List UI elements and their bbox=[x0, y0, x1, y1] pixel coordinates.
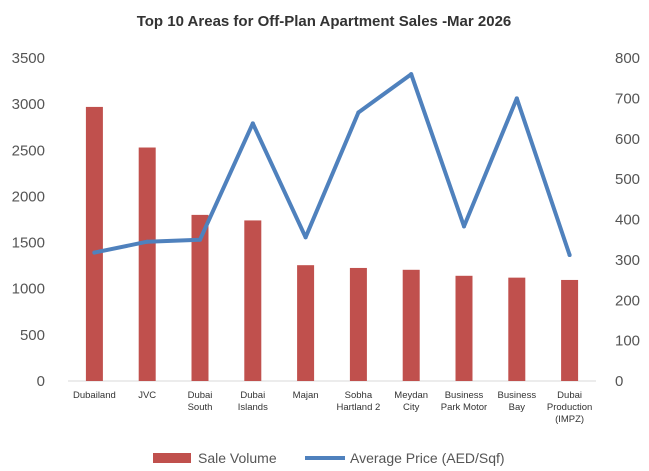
right-tick-label: 200 bbox=[615, 292, 640, 309]
bar bbox=[191, 214, 209, 381]
category-label: Business Park Motor bbox=[441, 390, 487, 413]
bar-series bbox=[85, 106, 579, 381]
bar bbox=[561, 279, 579, 381]
category-label: Business Bay bbox=[498, 390, 537, 413]
line-point bbox=[514, 96, 519, 101]
bar bbox=[455, 275, 473, 381]
line-point bbox=[303, 235, 308, 240]
right-tick-label: 500 bbox=[615, 171, 640, 188]
line-point bbox=[356, 110, 361, 115]
bar bbox=[85, 106, 103, 381]
right-tick-label: 0 bbox=[615, 373, 623, 390]
bar bbox=[402, 269, 420, 381]
right-tick-label: 600 bbox=[615, 131, 640, 148]
line-point bbox=[92, 250, 97, 255]
bar bbox=[508, 277, 526, 381]
right-tick-label: 800 bbox=[615, 50, 640, 67]
legend: Sale Volume Average Price (AED/Sqf) bbox=[153, 450, 505, 466]
right-tick-label: 700 bbox=[615, 90, 640, 107]
category-label: Majan bbox=[293, 390, 319, 401]
bar bbox=[297, 265, 315, 381]
right-tick-label: 300 bbox=[615, 252, 640, 269]
left-tick-label: 1500 bbox=[12, 235, 45, 252]
left-tick-label: 2500 bbox=[12, 142, 45, 159]
bar bbox=[349, 267, 367, 381]
line-point bbox=[409, 72, 414, 77]
category-label: JVC bbox=[138, 390, 156, 401]
category-label: Dubai Production (IMPZ) bbox=[547, 390, 592, 425]
bar bbox=[138, 147, 156, 381]
legend-swatch-sale-volume bbox=[153, 453, 191, 463]
category-label: Meydan City bbox=[394, 390, 428, 413]
bar bbox=[244, 220, 262, 381]
left-tick-label: 500 bbox=[20, 327, 45, 344]
category-label: Sobha Hartland 2 bbox=[336, 390, 380, 413]
left-tick-label: 1000 bbox=[12, 281, 45, 298]
category-labels: Dubailand JVC Dubai South Dubai Islands Majan S… bbox=[73, 390, 592, 425]
left-tick-label: 3000 bbox=[12, 96, 45, 113]
right-tick-label: 100 bbox=[615, 333, 640, 350]
line-point bbox=[567, 253, 572, 258]
left-tick-label: 0 bbox=[37, 373, 45, 390]
left-y-axis: 0 500 1000 1500 2000 2500 3000 3500 bbox=[12, 50, 45, 390]
line-point bbox=[198, 237, 202, 242]
line-series bbox=[92, 72, 572, 258]
line-point bbox=[250, 121, 255, 126]
right-y-axis: 0 100 200 300 400 500 600 700 800 bbox=[615, 50, 640, 390]
price-line bbox=[92, 72, 572, 257]
line-point bbox=[145, 239, 150, 244]
category-label: Dubailand bbox=[73, 390, 116, 401]
left-tick-label: 2000 bbox=[12, 188, 45, 205]
left-tick-label: 3500 bbox=[12, 50, 45, 67]
chart-title: Top 10 Areas for Off-Plan Apartment Sale… bbox=[137, 13, 512, 30]
category-label: Dubai South bbox=[188, 390, 213, 413]
category-label: Dubai Islands bbox=[238, 390, 268, 413]
legend-label-sale-volume: Sale Volume bbox=[198, 450, 277, 466]
line-point bbox=[462, 224, 466, 229]
legend-label-average-price: Average Price (AED/Sqf) bbox=[350, 450, 505, 466]
right-tick-label: 400 bbox=[615, 212, 640, 229]
